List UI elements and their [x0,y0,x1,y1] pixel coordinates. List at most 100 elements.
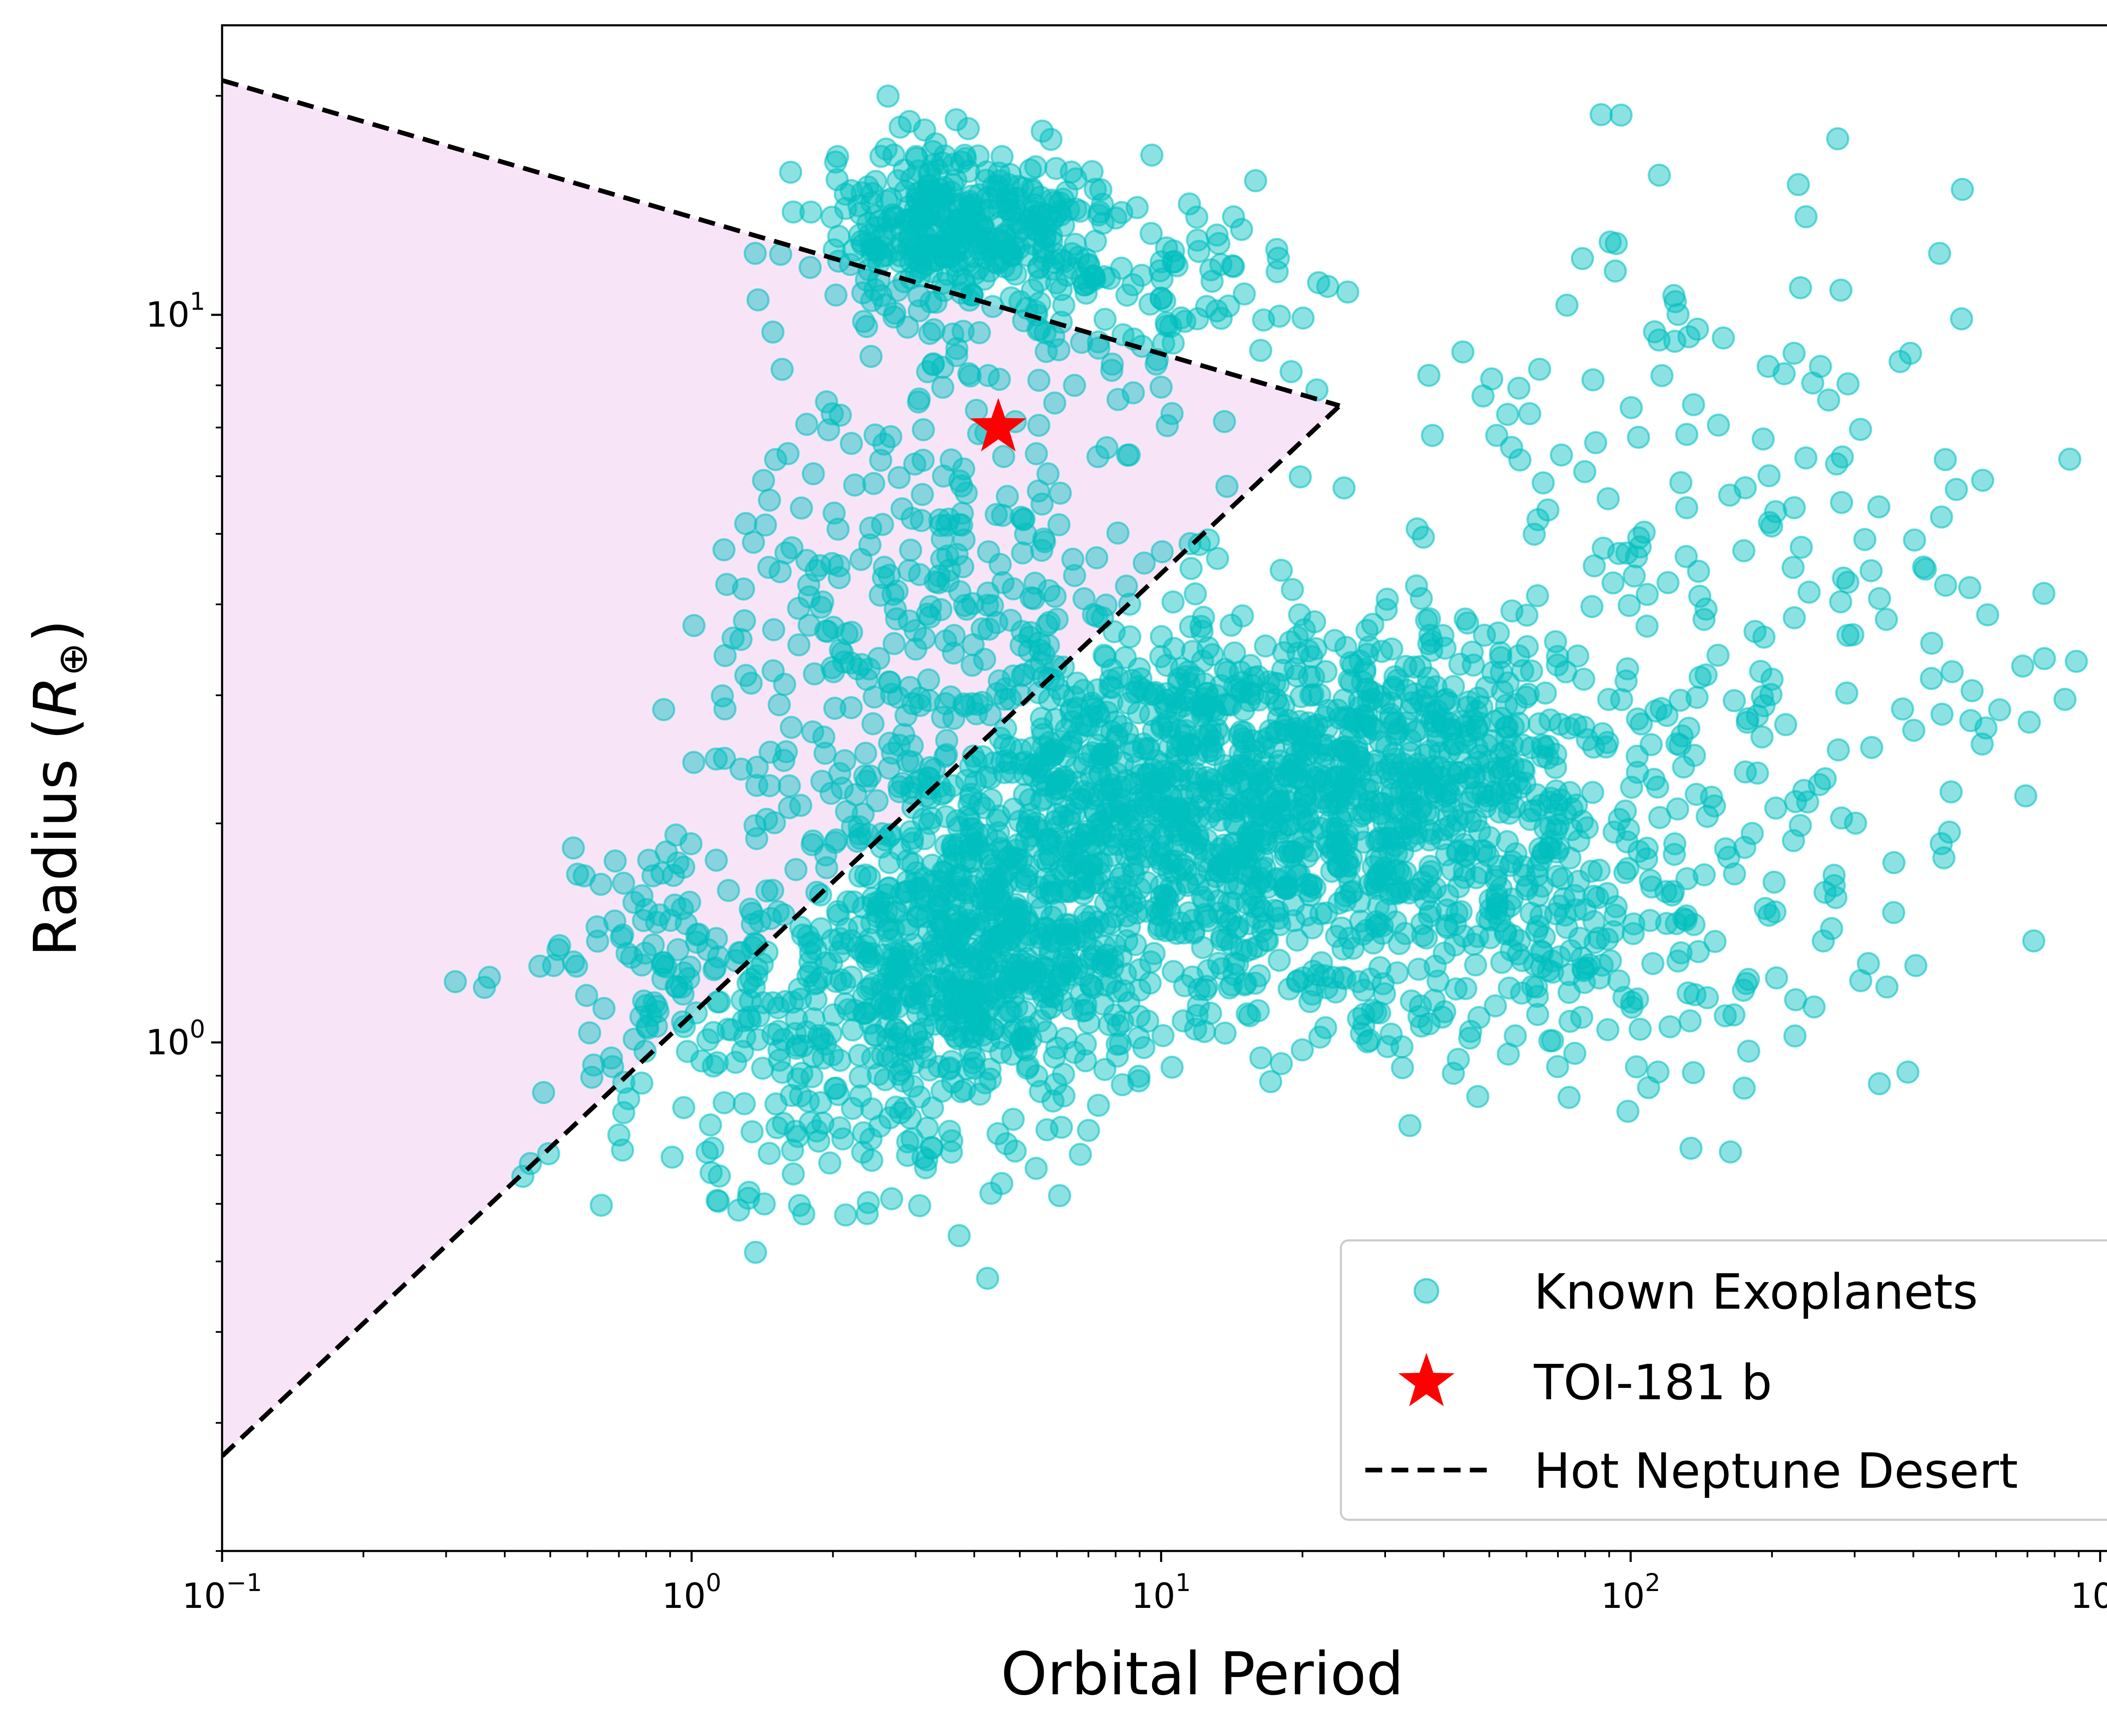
exoplanet-point [1336,280,1359,304]
exoplanet-point [1470,861,1493,885]
exoplanet-point [678,891,701,914]
exoplanet-point [607,1123,631,1147]
exoplanet-point [813,741,837,765]
exoplanet-point [781,1138,804,1162]
exoplanet-point [772,749,796,772]
exoplanet-point [762,618,785,641]
exoplanet-point [1706,644,1730,667]
exoplanet-point [936,852,960,876]
exoplanet-point [612,872,635,895]
exoplanet-point [1891,697,1914,721]
exoplanet-point [1047,513,1071,537]
legend-label-hot-neptune-desert: Hot Neptune Desert [1534,1443,2018,1500]
exoplanet-point [1027,368,1051,392]
exoplanet-point [1417,364,1441,387]
exoplanet-point [1270,558,1293,582]
x-axis-label: Orbital Period [1001,1640,1404,1709]
exoplanet-point [1676,981,1700,1005]
exoplanet-point [960,692,984,716]
exoplanet-point [1547,813,1570,837]
exoplanet-point [1405,574,1428,598]
exoplanet-point [1249,338,1273,362]
exoplanet-point [1625,744,1649,768]
exoplanet-point [971,745,995,768]
exoplanet-point [1019,1027,1043,1051]
exoplanet-point [855,315,878,338]
exoplanet-point [834,1203,858,1227]
exoplanet-point [1035,340,1058,363]
exoplanet-point [1718,1140,1742,1164]
exoplanet-point [1186,228,1209,252]
exoplanet-point [818,1151,842,1175]
exoplanet-point [788,1194,811,1217]
exoplanet-point [1060,840,1084,864]
exoplanet-point [968,321,991,344]
exoplanet-point [1426,969,1450,993]
exoplanet-point [898,559,921,582]
exoplanet-point [977,540,1000,563]
exoplanet-point [1826,738,1850,762]
exoplanet-point [589,872,613,896]
exoplanet-point [1315,738,1338,762]
exoplanet-point [1077,271,1100,295]
exoplanet-point [1093,1058,1117,1081]
exoplanet-point [1300,645,1324,668]
exoplanet-point [849,202,872,225]
exoplanet-point [1110,1073,1134,1097]
exoplanet-point [1896,1060,1919,1084]
exoplanet-point [1035,1118,1059,1142]
exoplanet-point [1320,859,1343,883]
exoplanet-point [826,1083,850,1106]
exoplanet-point [1857,952,1880,975]
exoplanet-point [976,1266,1000,1290]
exoplanet-point [737,1181,761,1204]
exoplanet-point [1039,928,1063,952]
exoplanet-point [1581,368,1605,392]
exoplanet-point [1303,718,1326,742]
exoplanet-point [1011,508,1035,531]
exoplanet-point [1128,958,1152,982]
exoplanet-point [1106,666,1129,690]
exoplanet-point [1160,402,1184,425]
exoplanet-point [1259,1070,1282,1093]
exoplanet-point [1470,839,1493,862]
exoplanet-point [758,1142,781,1165]
exoplanet-point [854,863,877,887]
exoplanet-point [1351,670,1374,694]
exoplanet-point [1627,426,1650,449]
exoplanet-point [1386,880,1410,904]
exoplanet-point [1090,851,1113,875]
exoplanet-point [1628,1017,1652,1041]
exoplanet-point [1058,880,1082,903]
exoplanet-point [999,609,1022,632]
exoplanet-point [1820,917,1843,940]
exoplanet-point [1082,603,1105,626]
exoplanet-point [1032,735,1055,758]
exoplanet-point [1723,862,1746,885]
exoplanet-point [1003,236,1026,260]
exoplanet-point [1860,736,1884,759]
exoplanet-point [935,513,959,537]
exoplanet-point [1616,1100,1640,1123]
exoplanet-point [1733,836,1756,859]
exoplanet-point [1557,716,1581,740]
exoplanet-point [1247,999,1270,1022]
exoplanet-point [1011,541,1034,565]
exoplanet-point [903,991,927,1015]
exoplanet-point [1077,782,1101,805]
exoplanet-point [1197,806,1221,829]
exoplanet-point [944,108,968,131]
exoplanet-point [849,547,873,571]
exoplanet-point [1868,587,1891,610]
exoplanet-point [880,682,903,706]
exoplanet-point [759,741,782,764]
exoplanet-point [1655,704,1679,727]
exoplanet-point [1230,680,1254,704]
exoplanet-point [1630,712,1653,736]
exoplanet-point [1501,887,1524,911]
exoplanet-point [1064,197,1088,221]
exoplanet-point [1722,1003,1746,1027]
exoplanet-point [1453,607,1477,631]
exoplanet-point [1538,1029,1562,1052]
exoplanet-point [1019,621,1043,644]
